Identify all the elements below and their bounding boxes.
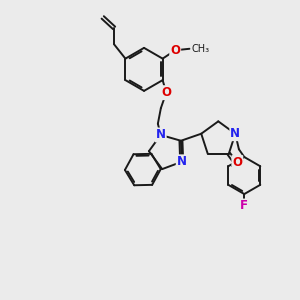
Text: O: O xyxy=(170,44,180,57)
Text: N: N xyxy=(230,127,240,140)
Text: CH₃: CH₃ xyxy=(191,44,209,54)
Text: N: N xyxy=(156,128,166,142)
Text: F: F xyxy=(240,200,248,212)
Text: O: O xyxy=(161,86,171,99)
Text: N: N xyxy=(177,155,187,168)
Text: O: O xyxy=(232,156,242,169)
